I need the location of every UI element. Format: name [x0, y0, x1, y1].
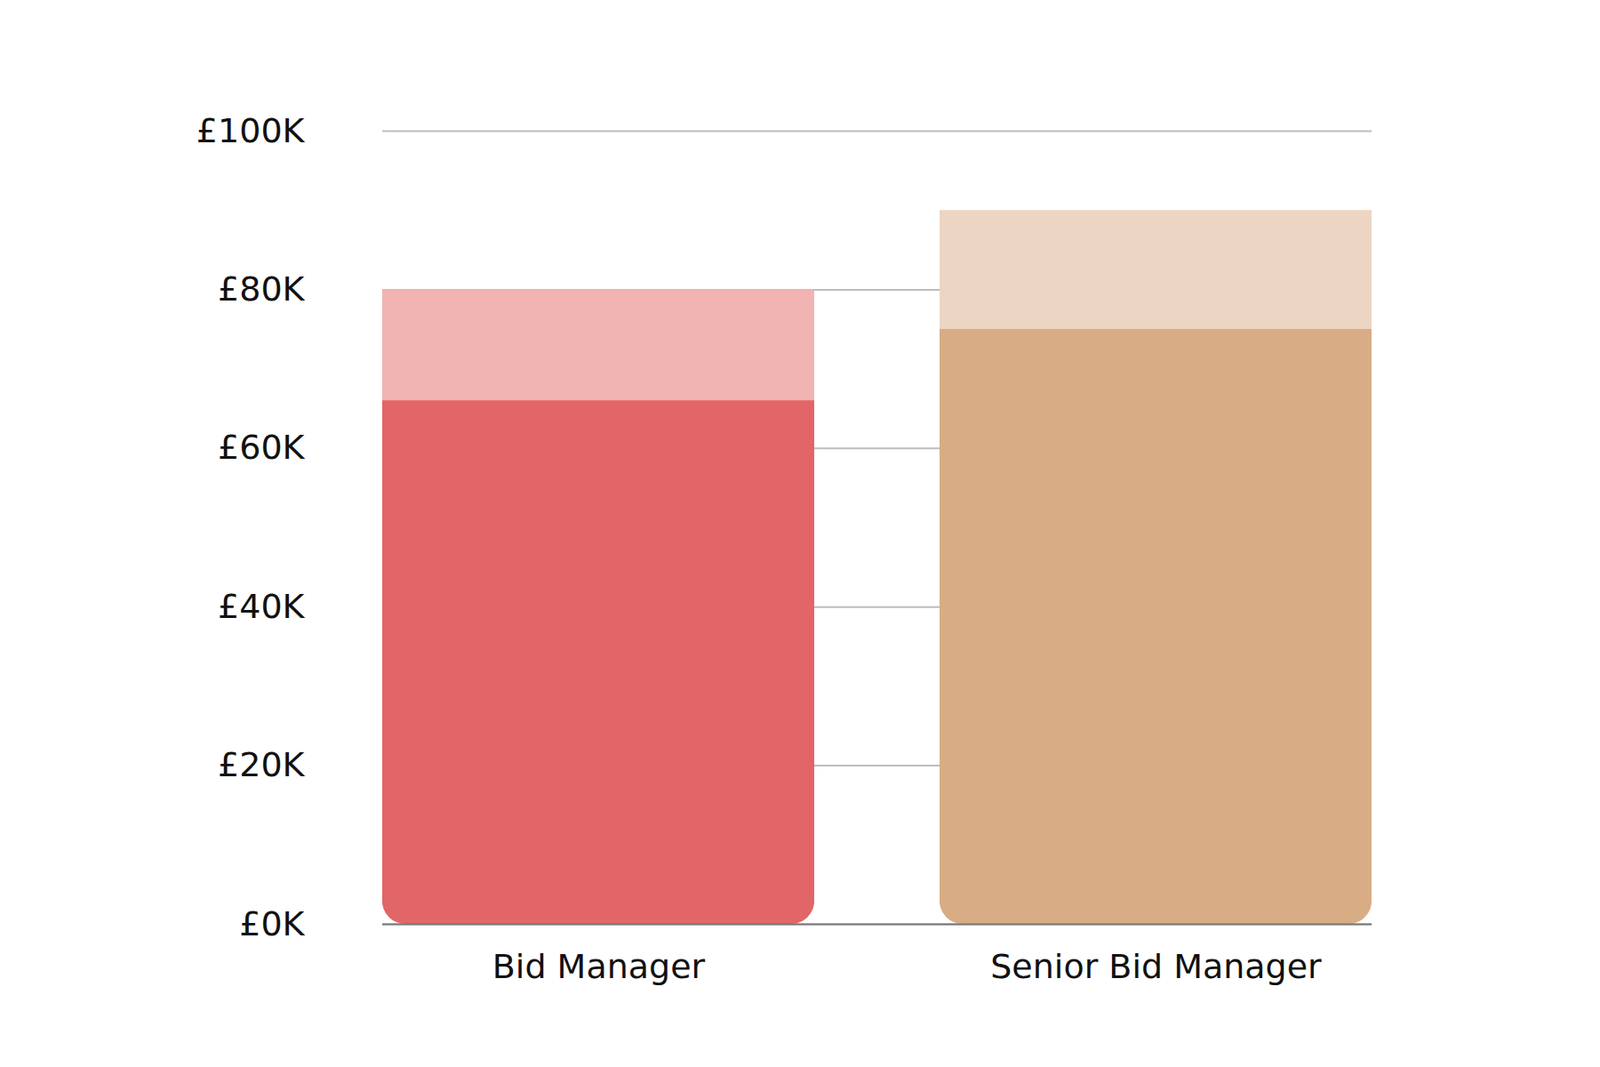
svg-text:Bid Manager: Bid Manager	[492, 946, 706, 986]
svg-text:£60K: £60K	[217, 427, 306, 467]
svg-text:£80K: £80K	[217, 269, 306, 309]
svg-text:£100K: £100K	[196, 111, 306, 151]
svg-text:£40K: £40K	[217, 586, 306, 626]
svg-text:£0K: £0K	[239, 904, 305, 944]
svg-text:Senior Bid Manager: Senior Bid Manager	[990, 946, 1322, 986]
svg-text:£20K: £20K	[217, 744, 306, 784]
